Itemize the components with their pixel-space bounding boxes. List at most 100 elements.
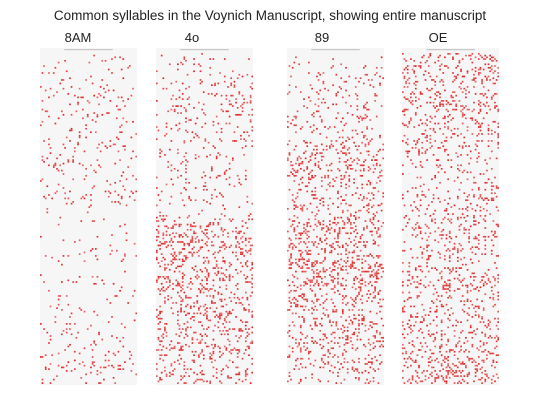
occurrence-point: [249, 96, 252, 99]
occurrence-point: [492, 275, 495, 278]
occurrence-point: [337, 272, 339, 275]
occurrence-point: [198, 155, 200, 158]
occurrence-point: [403, 310, 406, 313]
occurrence-point: [410, 101, 412, 104]
occurrence-point: [228, 103, 231, 106]
occurrence-point: [65, 202, 68, 205]
occurrence-point: [301, 209, 304, 212]
occurrence-point: [181, 277, 184, 280]
occurrence-point: [408, 122, 411, 125]
occurrence-point: [431, 178, 433, 181]
occurrence-point: [306, 166, 309, 168]
occurrence-point: [189, 251, 192, 254]
occurrence-point: [448, 53, 451, 55]
occurrence-point: [465, 349, 467, 351]
occurrence-point: [440, 275, 443, 278]
occurrence-point: [212, 244, 215, 247]
occurrence-point: [338, 86, 341, 88]
occurrence-point: [91, 248, 94, 250]
occurrence-point: [332, 321, 334, 323]
occurrence-point: [202, 171, 205, 174]
occurrence-point: [308, 258, 310, 261]
occurrence-point: [296, 277, 299, 280]
occurrence-point: [202, 262, 205, 264]
occurrence-point: [293, 124, 296, 127]
occurrence-point: [431, 375, 433, 377]
occurrence-point: [309, 363, 312, 365]
occurrence-point: [295, 237, 297, 240]
occurrence-point: [453, 204, 456, 207]
occurrence-point: [358, 209, 360, 212]
occurrence-point: [440, 363, 443, 365]
occurrence-point: [432, 105, 435, 107]
occurrence-point: [450, 221, 453, 224]
occurrence-point: [295, 262, 297, 264]
occurrence-point: [183, 248, 186, 250]
occurrence-point: [177, 291, 179, 294]
occurrence-point: [316, 75, 318, 78]
occurrence-point: [244, 221, 247, 224]
occurrence-point: [482, 361, 485, 364]
occurrence-point: [487, 127, 490, 130]
occurrence-point: [426, 345, 428, 348]
occurrence-point: [465, 284, 467, 287]
occurrence-point: [241, 380, 244, 383]
occurrence-point: [204, 228, 207, 231]
occurrence-point: [413, 72, 416, 74]
occurrence-point: [160, 282, 163, 285]
occurrence-point: [469, 326, 472, 329]
occurrence-point: [316, 110, 318, 113]
occurrence-point: [481, 371, 483, 374]
occurrence-point: [319, 323, 322, 325]
occurrence-point: [341, 265, 344, 268]
occurrence-point: [215, 263, 218, 266]
occurrence-point: [222, 279, 224, 282]
occurrence-point: [481, 133, 483, 135]
occurrence-point: [329, 126, 331, 128]
occurrence-point: [335, 73, 338, 76]
occurrence-point: [482, 208, 485, 210]
occurrence-point: [91, 349, 94, 351]
occurrence-point: [178, 328, 181, 330]
occurrence-point: [439, 234, 441, 236]
occurrence-point: [309, 178, 312, 181]
occurrence-point: [337, 112, 339, 114]
occurrence-point: [481, 317, 483, 320]
occurrence-point: [429, 127, 432, 130]
occurrence-point: [416, 286, 419, 289]
panel-header-line: [64, 49, 113, 51]
occurrence-point: [452, 100, 454, 102]
occurrence-point: [82, 108, 84, 111]
occurrence-point: [440, 167, 443, 170]
occurrence-point: [93, 94, 96, 97]
occurrence-point: [379, 263, 381, 266]
occurrence-point: [243, 98, 245, 100]
occurrence-point: [369, 293, 372, 296]
occurrence-point: [337, 375, 339, 377]
occurrence-point: [135, 133, 137, 135]
occurrence-point: [248, 347, 250, 350]
occurrence-point: [350, 204, 352, 207]
occurrence-point: [64, 147, 66, 149]
occurrence-point: [375, 230, 378, 233]
occurrence-point: [188, 119, 191, 121]
occurrence-point: [448, 249, 451, 252]
occurrence-point: [460, 349, 462, 351]
occurrence-point: [450, 166, 453, 168]
occurrence-point: [371, 221, 373, 224]
occurrence-point: [210, 244, 213, 247]
occurrence-point: [94, 120, 97, 123]
occurrence-point: [69, 129, 71, 132]
occurrence-point: [202, 112, 205, 114]
occurrence-point: [322, 354, 325, 357]
occurrence-point: [402, 343, 404, 346]
occurrence-point: [65, 328, 68, 330]
occurrence-point: [308, 352, 310, 355]
occurrence-point: [325, 309, 328, 311]
occurrence-point: [101, 59, 104, 62]
occurrence-point: [361, 302, 364, 304]
occurrence-point: [57, 223, 60, 226]
occurrence-point: [346, 232, 349, 235]
occurrence-point: [98, 382, 100, 384]
occurrence-point: [178, 265, 181, 268]
